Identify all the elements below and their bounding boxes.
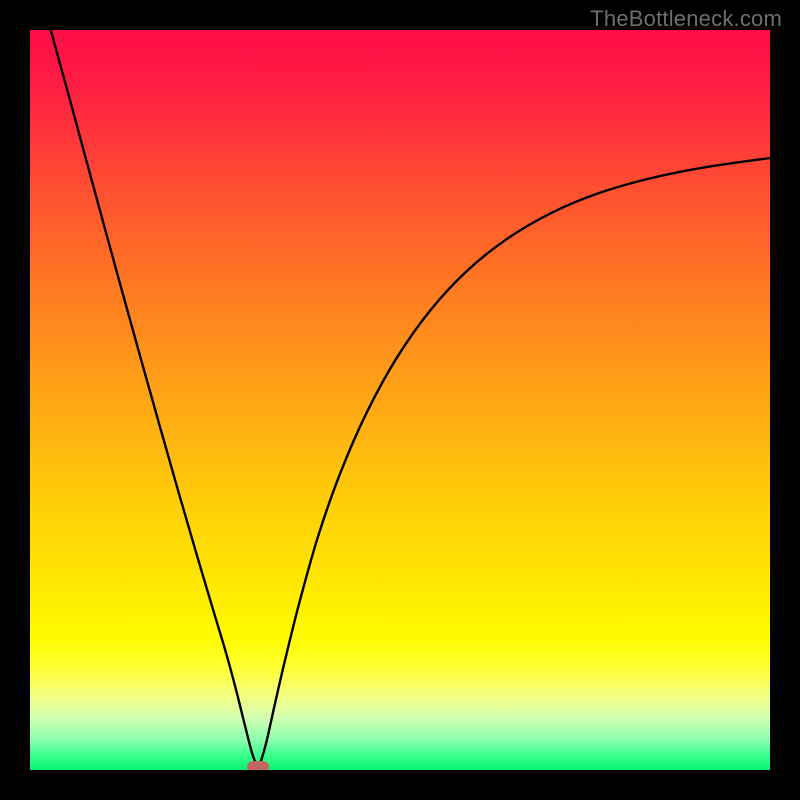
- plot-area: [30, 30, 770, 770]
- curve-layer: [30, 30, 770, 770]
- curve-left: [51, 30, 258, 766]
- minimum-marker: [247, 761, 269, 770]
- curve-right: [258, 158, 770, 766]
- watermark-text: TheBottleneck.com: [590, 6, 782, 32]
